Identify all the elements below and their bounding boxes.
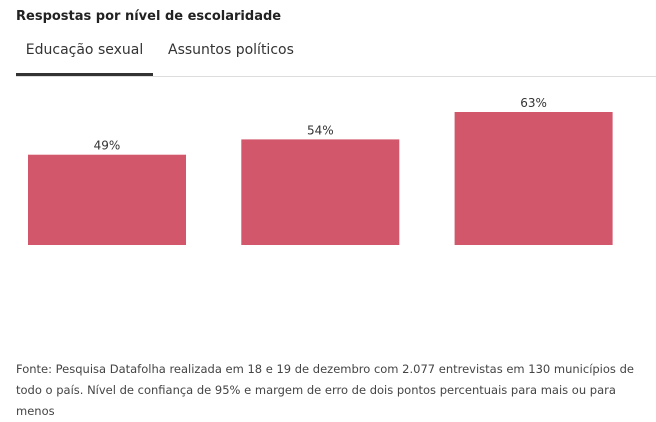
bar-fundamental — [28, 154, 186, 245]
source-note: Fonte: Pesquisa Datafolha realizada em 1… — [16, 362, 634, 418]
tab-educacao-sexual[interactable]: Educação sexual — [16, 40, 153, 76]
value-label-superior: 63% — [520, 96, 547, 110]
value-label-fundamental: 49% — [94, 139, 121, 153]
tab-bar: Educação sexual Assuntos políticos — [16, 40, 656, 77]
tab-assuntos-politicos[interactable]: Assuntos políticos — [168, 42, 294, 58]
chart-title: Respostas por nível de escolaridade — [16, 9, 282, 24]
bar-superior — [454, 112, 613, 245]
bar-chart: 49%Fundamental54%Médio63%Superior — [28, 96, 613, 245]
value-label-médio: 54% — [307, 123, 334, 137]
bar-médio — [241, 139, 400, 245]
